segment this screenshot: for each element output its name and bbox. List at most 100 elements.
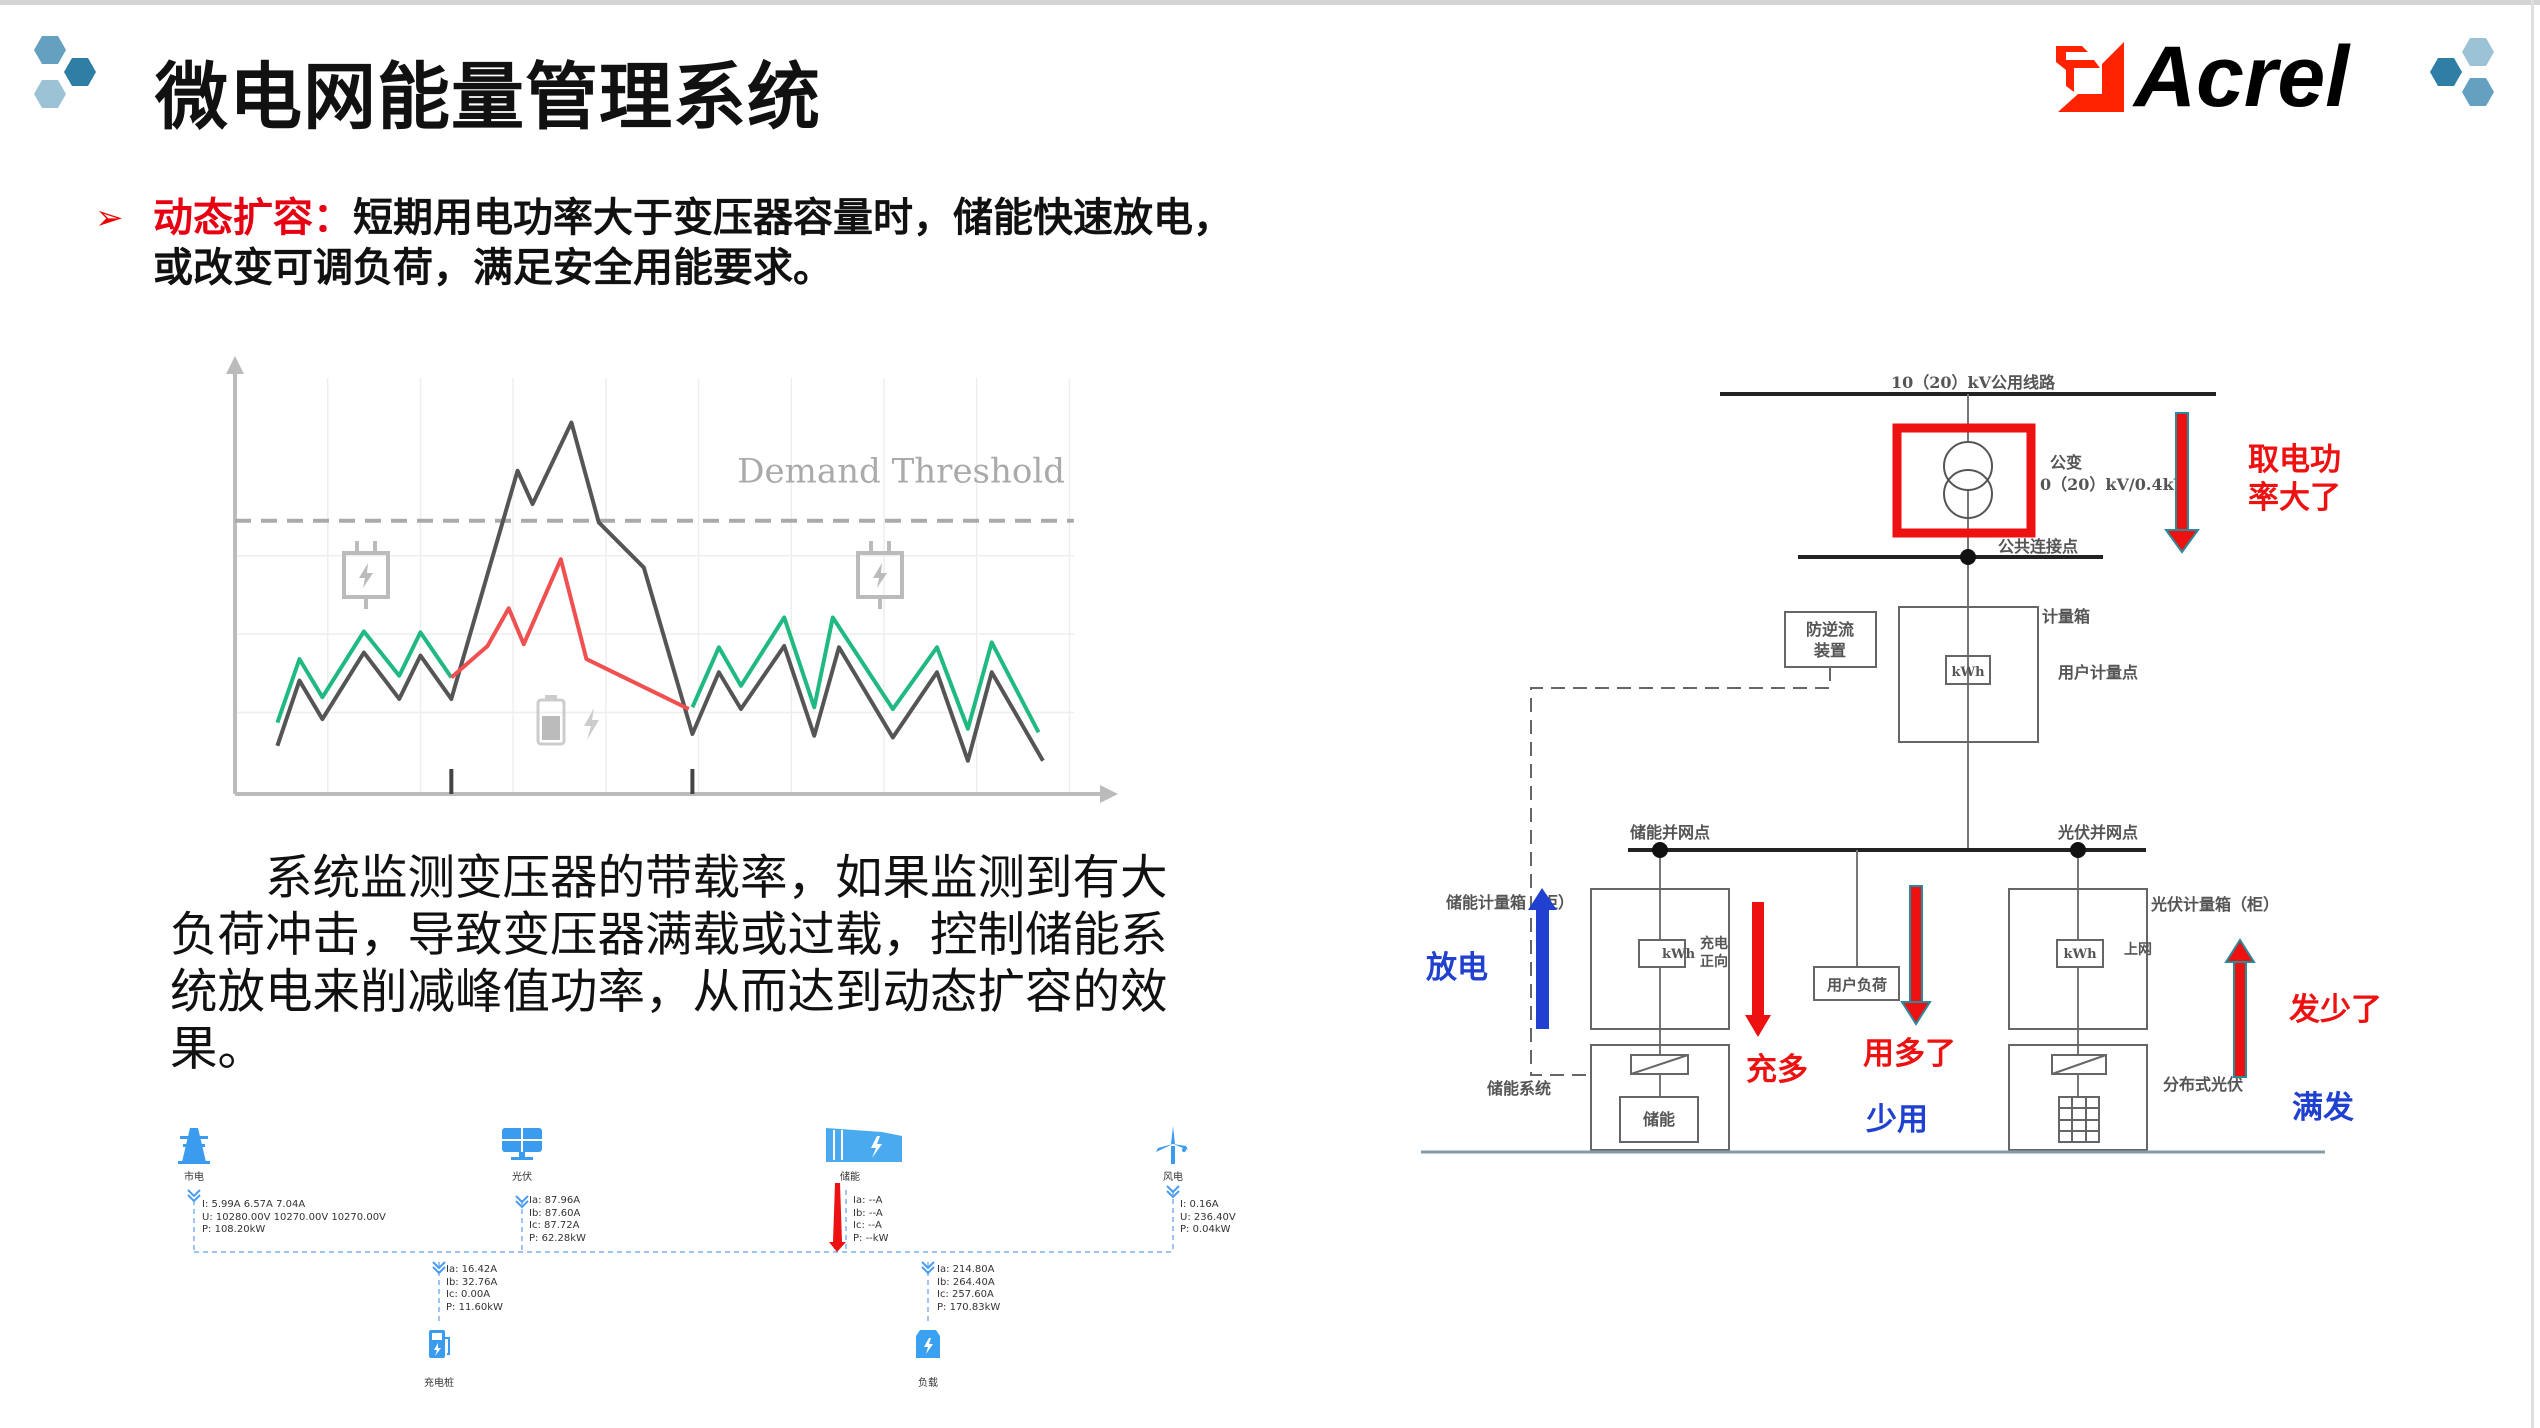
storage-flow-arrow — [829, 1183, 846, 1252]
meter-box-label: 计量箱 — [2042, 607, 2090, 626]
x-axis-arrow — [1100, 785, 1118, 803]
storage-readings: Ia: --A Ib: --A Ic: --A P: --kW — [853, 1195, 888, 1245]
charger-readings: Ia: 16.42A Ib: 32.76A Ic: 0.00A P: 11.60kW — [446, 1264, 503, 1314]
reading-line: Ic: 257.60A — [937, 1289, 994, 1300]
pv-system-box — [2008, 1044, 2148, 1151]
reading-line: Ia: 16.42A — [446, 1264, 498, 1275]
reading-line: Ic: 0.00A — [446, 1289, 491, 1300]
charge-direction-label: 充电 — [1700, 935, 1728, 952]
reading-line: Ic: --A — [853, 1220, 882, 1231]
acrel-mark-icon — [2056, 42, 2124, 112]
load-label: 负载 — [918, 1378, 938, 1389]
wind-label: 风电 — [1163, 1172, 1183, 1183]
user-load-label: 用户负荷 — [1827, 976, 1887, 994]
user-meter-label: 用户计量点 — [2058, 663, 2138, 682]
energy-flow-lines — [178, 1126, 1188, 1358]
y-axis-arrow — [226, 356, 244, 374]
plug-icon — [856, 541, 904, 609]
power-tower-icon — [178, 1128, 210, 1164]
bullet-line1: 短期用电功率大于变压器容量时，储能快速放电， — [353, 195, 1233, 241]
wind-readings: I: 0.16A U: 236.40V P: 0.04kW — [1180, 1199, 1236, 1237]
annotation-discharge: 放电 — [1425, 950, 1488, 986]
charger-label: 充电桩 — [424, 1378, 454, 1389]
plug-icon — [342, 541, 390, 609]
reading-line: I: 0.16A — [1180, 1199, 1219, 1210]
series-line-1 — [275, 629, 453, 724]
series-line-3 — [450, 557, 690, 711]
acrel-logo: Acrel — [2052, 29, 2512, 125]
arrow-right-icon: ➢ — [95, 198, 124, 238]
reading-line: U: 236.40V — [1180, 1211, 1236, 1223]
description-paragraph: 系统监测变压器的带载率，如果监测到有大负荷冲击，导致变压器满载或过载，控制储能系… — [170, 851, 1168, 1077]
transformer-icon — [1943, 441, 1993, 491]
meter-box — [1898, 606, 2039, 743]
reading-line: Ib: 87.60A — [529, 1207, 581, 1219]
bullet-key: 动态扩容： — [153, 195, 353, 241]
load-arrow — [1900, 885, 1932, 1026]
draw-power-arrow — [2164, 412, 2200, 554]
pv-meter-label: 光伏计量箱（柜） — [2150, 895, 2279, 914]
transformer-highlight-box — [1892, 423, 2036, 538]
kwh-label: kWh — [1662, 947, 1696, 962]
reading-line: P: 0.04kW — [1180, 1224, 1231, 1235]
slide-top-border — [0, 0, 2540, 5]
series-line-0 — [275, 420, 1045, 763]
reading-line: U: 10280.00V 10270.00V 10270.00V — [202, 1211, 386, 1223]
series-line-2 — [690, 615, 1041, 734]
reading-line: Ic: 87.72A — [529, 1220, 580, 1231]
annotation-use-more: 用多了 — [1863, 1036, 1956, 1072]
upgrid-label: 上网 — [2124, 942, 2152, 958]
reading-line: Ia: 87.96A — [529, 1195, 581, 1206]
reading-line: Ib: 264.40A — [937, 1276, 995, 1288]
storage-system-box — [1590, 1044, 1730, 1151]
storage-label: 储能 — [1642, 1110, 1675, 1129]
reading-line: P: 11.60kW — [446, 1301, 503, 1313]
solar-grid-icon — [2058, 1096, 2100, 1143]
reading-line: Ib: --A — [853, 1207, 883, 1219]
storage-grid-point-label: 储能并网点 — [1629, 823, 1710, 842]
kwh-label: kWh — [1951, 665, 1985, 680]
pv-label: 光伏 — [512, 1172, 532, 1183]
anti-backflow-label: 防逆流 — [1806, 620, 1854, 639]
anti-backflow-label: 装置 — [1813, 641, 1846, 660]
load-readings: Ia: 214.80A Ib: 264.40A Ic: 257.60A P: 170.… — [937, 1264, 1000, 1314]
solar-panel-icon — [502, 1128, 542, 1160]
reading-line: I: 5.99A 6.57A 7.04A — [202, 1199, 306, 1210]
reading-line: P: 108.20kW — [202, 1224, 266, 1235]
annotation-charge-more: 充多 — [1746, 1052, 1808, 1088]
annotation-gen-less: 发少了 — [2288, 992, 2382, 1028]
storage-meter-box — [1590, 888, 1730, 1030]
transformer-spec: 0（20）kV/0.4kV — [2040, 475, 2187, 494]
reading-line: P: 170.83kW — [937, 1301, 1001, 1313]
annotation-draw-power: 取电功 — [2248, 442, 2341, 478]
charge-arrow — [1745, 902, 1771, 1037]
reading-line: P: 62.28kW — [529, 1232, 586, 1244]
pv-meter-box — [2008, 888, 2148, 1030]
charge-direction-label: 正向 — [1700, 953, 1728, 970]
pv-generation-arrow — [2224, 938, 2256, 1078]
storage-system-label: 储能系统 — [1486, 1079, 1551, 1098]
transformer-label: 公变 — [2050, 453, 2082, 472]
slide-right-border — [2531, 0, 2534, 1428]
page-title: 微电网能量管理系统 — [155, 55, 821, 140]
pv-grid-point-label: 光伏并网点 — [2057, 823, 2138, 842]
reading-line: P: --kW — [853, 1232, 889, 1244]
annotation-use-less: 少用 — [1866, 1102, 1928, 1138]
distributed-pv-label: 分布式光伏 — [2163, 1075, 2243, 1094]
charging-pile-icon — [429, 1330, 450, 1358]
wind-turbine-icon — [1156, 1126, 1188, 1164]
storage-container-icon — [826, 1128, 902, 1162]
pv-readings: Ia: 87.96A Ib: 87.60A Ic: 87.72A P: 62.28kW — [529, 1195, 586, 1245]
reading-line: Ia: 214.80A — [937, 1264, 995, 1275]
line-label: 10（20）kV公用线路 — [1891, 373, 2056, 392]
logo-text: Acrel — [2134, 29, 2350, 125]
reading-line: Ib: 32.76A — [446, 1276, 498, 1288]
demand-chart: Demand Threshold — [226, 356, 1118, 803]
load-icon — [916, 1330, 940, 1358]
discharge-arrow — [1528, 888, 1557, 1029]
storage-label: 储能 — [840, 1172, 860, 1183]
grid-label: 市电 — [184, 1172, 204, 1183]
threshold-label: Demand Threshold — [737, 452, 1065, 492]
kwh-label: kWh — [2063, 947, 2097, 962]
